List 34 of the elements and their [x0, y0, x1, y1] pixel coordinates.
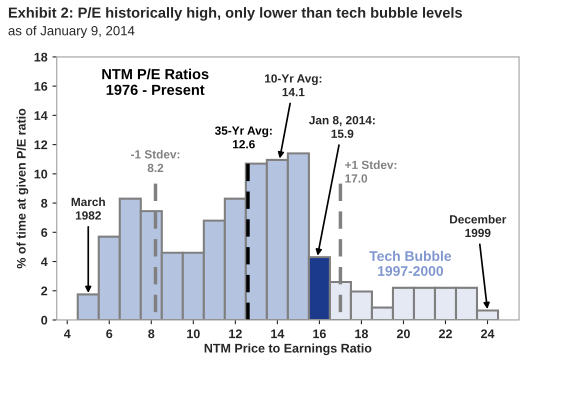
x-axis-title: NTM Price to Earnings Ratio	[204, 343, 372, 356]
x-tick-label: 14	[271, 329, 284, 338]
x-tick-label: 18	[355, 329, 368, 338]
x-tick-label: 6	[106, 329, 112, 338]
chart-title: Exhibit 2: P/E historically high, only lower than tech bubble levels	[8, 7, 462, 21]
y-tick-label: 8	[41, 198, 48, 208]
chart-subtitle: as of January 9, 2014	[8, 26, 134, 38]
x-tick-label: 4	[64, 329, 71, 338]
annotation: 10-Yr Avg: 14.1	[265, 74, 322, 96]
x-tick-label: 10	[187, 329, 200, 338]
y-tick-label: 6	[41, 228, 48, 237]
annotation: Tech Bubble 1997-2000	[369, 250, 452, 276]
ref-line-label: 35-Yr Avg: 12.6	[214, 126, 272, 148]
x-tick-label: 24	[481, 329, 494, 338]
y-tick-label: 0	[41, 316, 48, 325]
annotation: Jan 8, 2014: 15.9	[309, 116, 375, 138]
y-tick-label: 14	[34, 111, 48, 120]
ref-line-label: +1 Stdev: 17.0	[345, 160, 396, 183]
y-tick-label: 18	[34, 52, 48, 62]
y-tick-label: 16	[34, 82, 48, 91]
x-tick-label: 8	[148, 329, 154, 338]
annotation: December 1999	[450, 214, 506, 238]
y-tick-label: 12	[34, 140, 48, 150]
x-tick-label: 16	[313, 329, 326, 338]
annotation: NTM P/E Ratios 1976 - Present	[102, 68, 208, 95]
y-axis-title: % of time at given P/E ratio	[16, 108, 28, 268]
y-tick-label: 4	[40, 257, 48, 266]
x-tick-label: 22	[438, 329, 452, 338]
y-tick-label: 10	[34, 170, 48, 178]
y-tick-label: 2	[41, 286, 48, 296]
ref-line-label: -1 Stdev: 8.2	[131, 150, 180, 172]
annotation: March 1982	[72, 197, 105, 220]
x-tick-label: 20	[396, 329, 410, 338]
x-tick-label: 12	[229, 329, 242, 338]
